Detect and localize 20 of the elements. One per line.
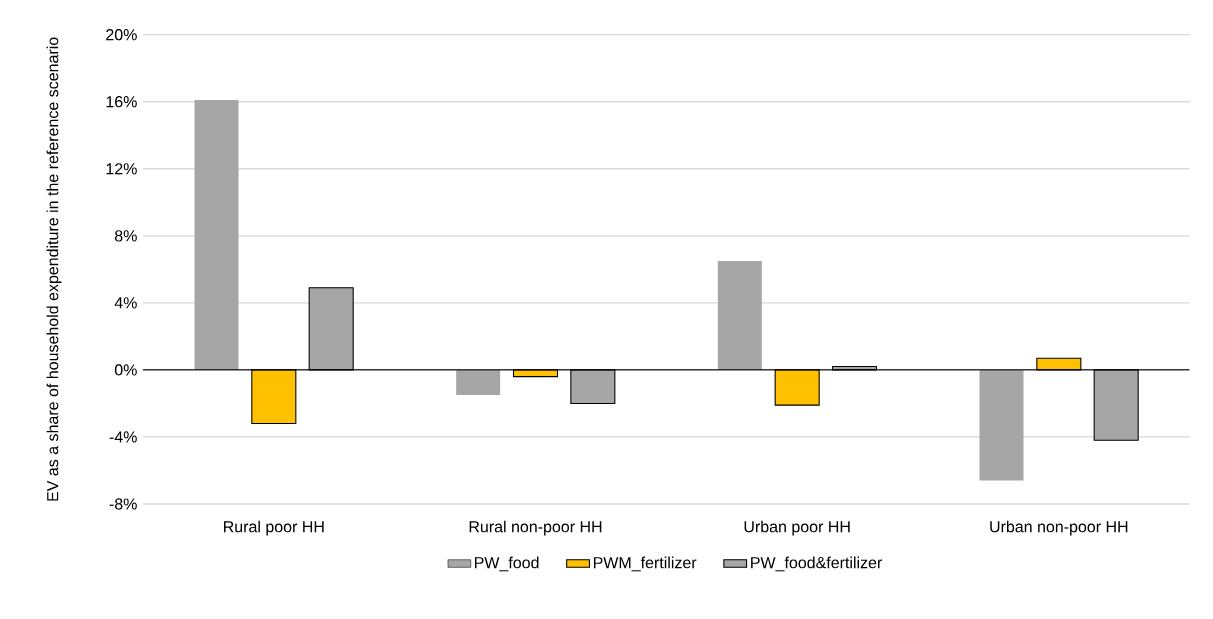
bar: [717, 260, 762, 370]
y-tick-label: 12%: [106, 163, 137, 175]
y-tick-label: 0%: [114, 364, 137, 376]
y-axis-title: EV as a share of household expenditure in the reference scenario: [46, 37, 62, 501]
bar: [979, 369, 1024, 481]
legend-label: PW_food&fertilizer: [751, 556, 883, 572]
bar: [194, 100, 239, 370]
y-tick-label: 16%: [106, 96, 137, 108]
y-tick-label: 20%: [106, 29, 137, 41]
y-tick-label: 8%: [114, 230, 137, 242]
x-tick-label: Rural non-poor HH: [469, 520, 602, 536]
x-tick-label: Urban non-poor HH: [990, 520, 1128, 536]
y-tick-label: -8%: [109, 498, 137, 510]
y-tick-label: -4%: [109, 431, 137, 443]
bar: [456, 369, 501, 396]
x-tick-label: Urban poor HH: [744, 520, 850, 536]
legend-label: PW_food: [474, 556, 539, 572]
y-tick-label: 4%: [114, 297, 137, 309]
x-tick-label: Rural poor HH: [224, 520, 324, 536]
legend-label: PWM_fertilizer: [593, 556, 697, 572]
